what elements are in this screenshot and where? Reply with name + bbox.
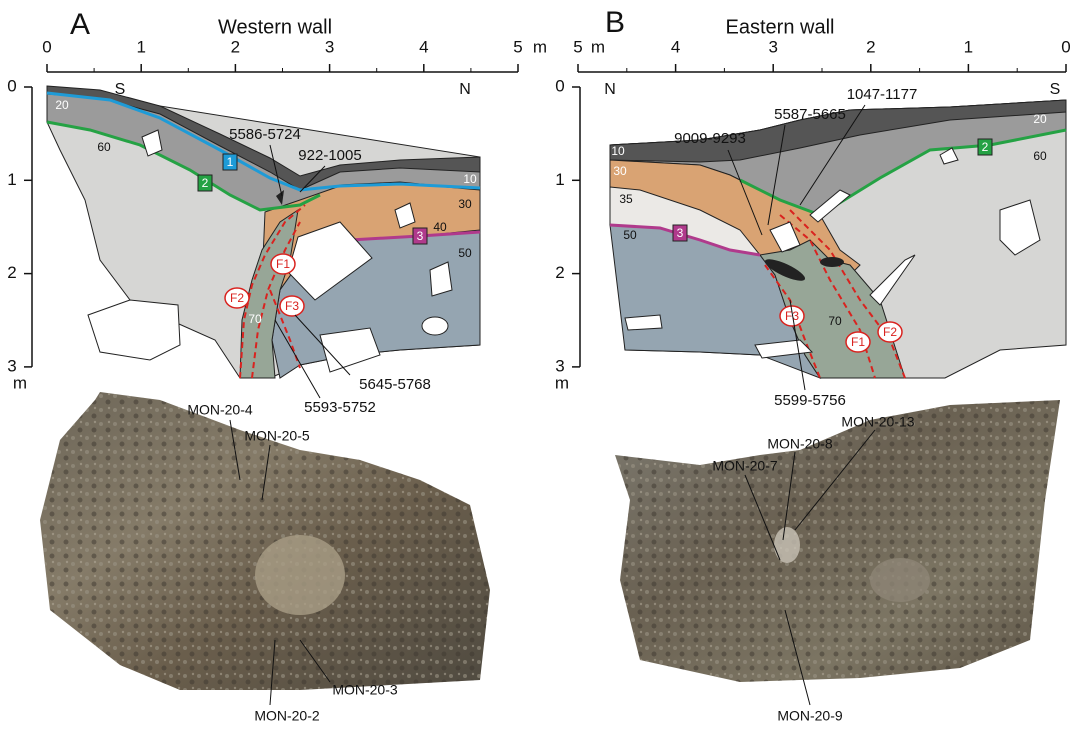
compass-label: S (115, 81, 126, 98)
date-label: 9009-9293 (674, 130, 746, 147)
depth-label: 2 (555, 263, 564, 282)
scale-label: 1 (964, 37, 973, 56)
panel-title: Eastern wall (726, 16, 835, 38)
photo-rock (255, 535, 345, 615)
depth-label: 2 (7, 263, 16, 282)
rock (625, 315, 662, 330)
sample-label: MON-20-5 (244, 428, 310, 444)
fault-label: F1 (276, 257, 290, 271)
scale-label: 5 (573, 37, 582, 56)
scale-label: 5 (513, 37, 522, 56)
sample-label: MON-20-4 (187, 402, 253, 418)
date-label: 5599-5756 (774, 392, 846, 409)
scale-label: 2 (866, 37, 875, 56)
fault-label: F2 (883, 325, 897, 339)
sample-label: MON-20-13 (841, 414, 914, 430)
scale-label: 1 (136, 37, 145, 56)
layer-label: 50 (458, 246, 472, 260)
layer-label: 30 (458, 197, 472, 211)
layer-label: 60 (97, 140, 111, 154)
scale-label: 4 (671, 37, 680, 56)
layer-label: 30 (613, 164, 627, 178)
boundary-label: 3 (417, 229, 424, 243)
scale-label: 0 (1061, 37, 1070, 56)
fault-label: F3 (285, 299, 299, 313)
page: 012345m0123m543210m0123mAWestern wallSN2… (0, 0, 1070, 729)
layer-label: 35 (619, 192, 633, 206)
date-label: 5593-5752 (304, 399, 376, 416)
layer-label: 40 (433, 220, 447, 234)
boundary-label: 2 (982, 140, 989, 154)
panel-letter: B (605, 6, 625, 39)
layer-label: 10 (611, 144, 625, 158)
scale-unit: m (591, 37, 605, 56)
date-label: 5586-5724 (229, 126, 301, 143)
panel-title: Western wall (218, 16, 332, 38)
layer-label: 70 (248, 312, 262, 326)
depth-label: 1 (7, 170, 16, 189)
panel-letter: A (70, 8, 90, 41)
scale-label: 2 (231, 37, 240, 56)
depth-label: 1 (555, 170, 564, 189)
sample-label: MON-20-2 (254, 708, 320, 724)
compass-label: S (1050, 81, 1061, 98)
rock (88, 300, 180, 360)
photo-east-texture (615, 400, 1060, 682)
scale-label: 0 (42, 37, 51, 56)
layer-label: 20 (55, 98, 69, 112)
layer-label: 60 (1033, 149, 1047, 163)
date-label: 922-1005 (298, 147, 361, 164)
boundary-label: 1 (227, 155, 234, 169)
rock (422, 317, 448, 335)
depth-unit: m (13, 373, 27, 392)
fault-label: F1 (851, 335, 865, 349)
boundary-label: 3 (677, 226, 684, 240)
photo-rock (870, 558, 930, 602)
boundary-label: 2 (202, 176, 209, 190)
sample-label: MON-20-7 (712, 458, 778, 474)
sample-label: MON-20-3 (332, 682, 398, 698)
date-label: 5587-5665 (774, 106, 846, 123)
layer-label: 20 (1033, 112, 1047, 126)
scale-label: 4 (419, 37, 428, 56)
depth-label: 0 (7, 76, 16, 95)
scale-label: 3 (768, 37, 777, 56)
compass-label: N (459, 81, 471, 98)
scale-unit: m (533, 37, 547, 56)
layer-label: 50 (623, 228, 637, 242)
fault-label: F2 (230, 291, 244, 305)
scale-label: 3 (325, 37, 334, 56)
compass-label: N (604, 81, 616, 98)
date-label: 1047-1177 (847, 86, 918, 103)
sample-label: MON-20-9 (777, 708, 843, 724)
rock (320, 328, 380, 372)
photo-rock (774, 527, 800, 563)
layer-label: 10 (463, 172, 477, 186)
depth-unit: m (555, 373, 569, 392)
depth-label: 0 (555, 76, 564, 95)
charcoal (820, 257, 844, 267)
date-label: 5645-5768 (359, 376, 431, 393)
figure: 012345m0123m543210m0123mAWestern wallSN2… (0, 0, 1070, 729)
sample-label: MON-20-8 (767, 436, 833, 452)
layer-label: 70 (828, 314, 842, 328)
